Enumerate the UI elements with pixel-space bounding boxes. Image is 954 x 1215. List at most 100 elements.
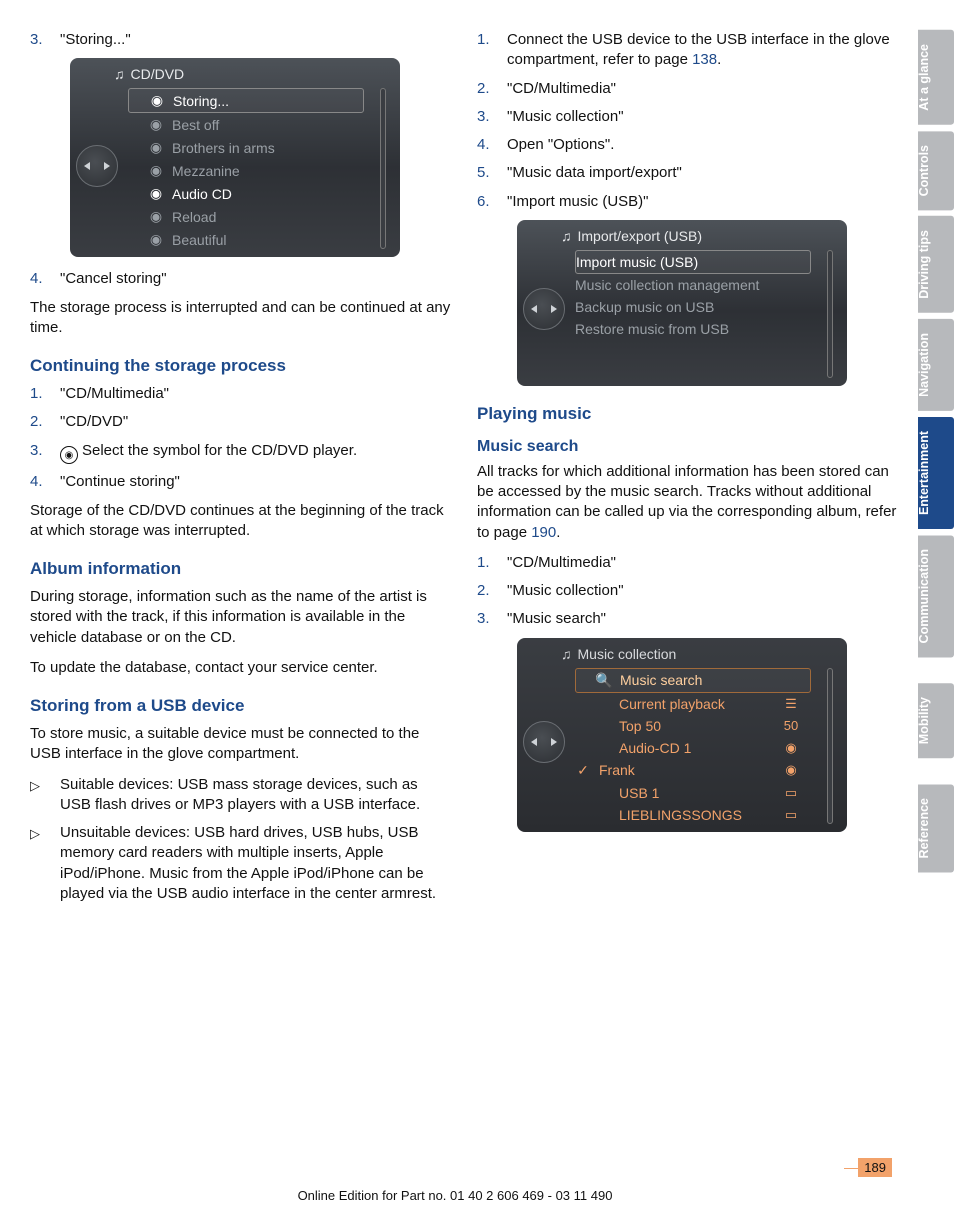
left-column: 3. "Storing..." ♫ CD/DVD ◉Storing... ◉Be… (30, 30, 451, 1175)
tab-mobility[interactable]: Mobility (918, 683, 954, 758)
usb-device-bullets: ▷Suitable devices: USB mass storage devi… (30, 775, 451, 905)
step-number: 1. (477, 30, 507, 71)
content-area: 3. "Storing..." ♫ CD/DVD ◉Storing... ◉Be… (0, 0, 918, 1215)
list-item: 6."Import music (USB)" (477, 192, 898, 212)
row-label: Frank (599, 762, 773, 778)
step-number: 3. (477, 609, 507, 629)
list-item: 4. "Cancel storing" (30, 269, 451, 289)
count-label: 50 (781, 718, 801, 733)
step-number: 4. (30, 269, 60, 289)
tab-communication[interactable]: Communication (918, 535, 954, 657)
step-text: "Music data import/export" (507, 163, 898, 183)
step-text: "Music search" (507, 609, 898, 629)
row-label: Audio-CD 1 (619, 740, 773, 756)
step-text: "Storing..." (60, 30, 451, 50)
menu-row[interactable]: Backup music on USB (575, 296, 811, 318)
screenshot-rows: Import music (USB) Music collection mana… (517, 250, 841, 380)
menu-row[interactable]: Top 5050 (575, 715, 811, 737)
list-item: 3."Music search" (477, 609, 898, 629)
step-number: 5. (477, 163, 507, 183)
tab-driving-tips[interactable]: Driving tips (918, 216, 954, 313)
row-label: Mezzanine (172, 163, 354, 179)
menu-row[interactable]: ◉Best off (128, 113, 364, 136)
music-search-steps: 1."CD/Multimedia" 2."Music collection" 3… (477, 553, 898, 630)
text-post: . (717, 51, 721, 68)
list-item: 4."Continue storing" (30, 472, 451, 492)
tab-controls[interactable]: Controls (918, 131, 954, 210)
scrollbar[interactable] (827, 250, 833, 378)
row-label: USB 1 (619, 785, 773, 801)
menu-row[interactable]: ◉Reload (128, 205, 364, 228)
bullet-text: Unsuitable devices: USB hard drives, USB… (60, 823, 451, 904)
row-label: Backup music on USB (575, 299, 801, 315)
disc-icon: ◉ (781, 740, 801, 756)
tab-entertainment[interactable]: Entertainment (918, 417, 954, 529)
row-label: Import music (USB) (576, 254, 800, 270)
menu-row[interactable]: ◉Beautiful (128, 228, 364, 251)
step-text: Connect the USB device to the USB interf… (507, 30, 898, 71)
row-label: Best off (172, 117, 354, 133)
music-note-icon: ♫ (561, 646, 572, 662)
menu-row[interactable]: ◉Storing... (128, 88, 364, 113)
scrollbar[interactable] (827, 668, 833, 824)
menu-row[interactable]: Restore music from USB (575, 318, 811, 340)
search-icon: 🔍 (596, 672, 612, 689)
step-number: 2. (30, 412, 60, 432)
heading-continuing: Continuing the storage process (30, 356, 451, 376)
step-text: "Import music (USB)" (507, 192, 898, 212)
continuing-steps: 1."CD/Multimedia" 2."CD/DVD" 3.◉Select t… (30, 384, 451, 493)
tab-navigation[interactable]: Navigation (918, 319, 954, 411)
row-label: Audio CD (172, 186, 354, 202)
menu-row[interactable]: ✓Frank◉ (575, 759, 811, 782)
step-number: 4. (30, 472, 60, 492)
list-item: 2."CD/Multimedia" (477, 79, 898, 99)
disc-icon: ◉ (148, 139, 164, 156)
screenshot-cd-dvd: ♫ CD/DVD ◉Storing... ◉Best off ◉Brothers… (70, 58, 400, 257)
tab-reference[interactable]: Reference (918, 784, 954, 872)
menu-row[interactable]: Current playback ☰ (575, 693, 811, 715)
text-post: . (556, 524, 560, 541)
paragraph: During storage, information such as the … (30, 587, 451, 648)
menu-row[interactable]: ◉Brothers in arms (128, 136, 364, 159)
disc-icon: ◉ (149, 92, 165, 109)
screenshot-music-collection: ♫ Music collection 🔍Music search Current… (517, 638, 847, 832)
list-item: 1."CD/Multimedia" (30, 384, 451, 404)
page-link[interactable]: 138 (692, 51, 717, 68)
title-text: Import/export (USB) (578, 228, 702, 244)
folder-icon: ▭ (781, 785, 801, 801)
row-label: Current playback (619, 696, 773, 712)
menu-row[interactable]: Import music (USB) (575, 250, 811, 274)
step-number: 6. (477, 192, 507, 212)
page-link[interactable]: 190 (531, 524, 556, 541)
list-item: ▷Unsuitable devices: USB hard drives, US… (30, 823, 451, 904)
heading-music-search: Music search (477, 438, 898, 456)
step-text: "Cancel storing" (60, 269, 451, 289)
bullet-text: Suitable devices: USB mass storage devic… (60, 775, 451, 816)
list-item: 5."Music data import/export" (477, 163, 898, 183)
menu-row[interactable]: 🔍Music search (575, 668, 811, 693)
screenshot-title: ♫ CD/DVD (70, 64, 394, 88)
title-text: CD/DVD (131, 66, 185, 82)
screenshot-import-export: ♫ Import/export (USB) Import music (USB)… (517, 220, 847, 386)
step-number: 2. (477, 79, 507, 99)
screenshot-title: ♫ Music collection (517, 644, 841, 668)
row-label: Music collection management (575, 277, 801, 293)
row-label: Restore music from USB (575, 321, 801, 337)
scrollbar[interactable] (380, 88, 386, 249)
list-item: 4.Open "Options". (477, 135, 898, 155)
right-column: 1. Connect the USB device to the USB int… (477, 30, 898, 1175)
list-item: 3."Music collection" (477, 107, 898, 127)
menu-row[interactable]: Music collection management (575, 274, 811, 296)
row-label: Beautiful (172, 232, 354, 248)
step-number: 3. (477, 107, 507, 127)
menu-row[interactable]: Audio-CD 1 ◉ (575, 737, 811, 759)
screenshot-rows: 🔍Music search Current playback ☰ Top 5050… (517, 668, 841, 826)
menu-row[interactable]: USB 1 ▭ (575, 782, 811, 804)
menu-row[interactable]: ◉Audio CD (128, 182, 364, 205)
menu-row[interactable]: LIEBLINGSSONGS▭ (575, 804, 811, 826)
paragraph: To update the database, contact your ser… (30, 658, 451, 678)
list-item: 3.◉Select the symbol for the CD/DVD play… (30, 441, 451, 465)
menu-row[interactable]: ◉Mezzanine (128, 159, 364, 182)
list-icon: ☰ (781, 696, 801, 712)
tab-at-a-glance[interactable]: At a glance (918, 30, 954, 125)
